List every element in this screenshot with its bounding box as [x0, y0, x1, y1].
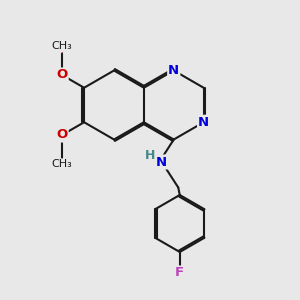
- Text: N: N: [156, 155, 167, 169]
- Text: F: F: [175, 266, 184, 280]
- Text: O: O: [61, 52, 63, 53]
- Text: CH₃: CH₃: [52, 41, 72, 51]
- Text: O: O: [56, 68, 68, 82]
- Text: O: O: [61, 49, 63, 50]
- Text: H: H: [145, 149, 155, 162]
- Text: N: N: [198, 116, 209, 129]
- Text: N: N: [168, 64, 179, 77]
- Text: CH₃: CH₃: [52, 159, 72, 169]
- Text: O: O: [56, 128, 68, 142]
